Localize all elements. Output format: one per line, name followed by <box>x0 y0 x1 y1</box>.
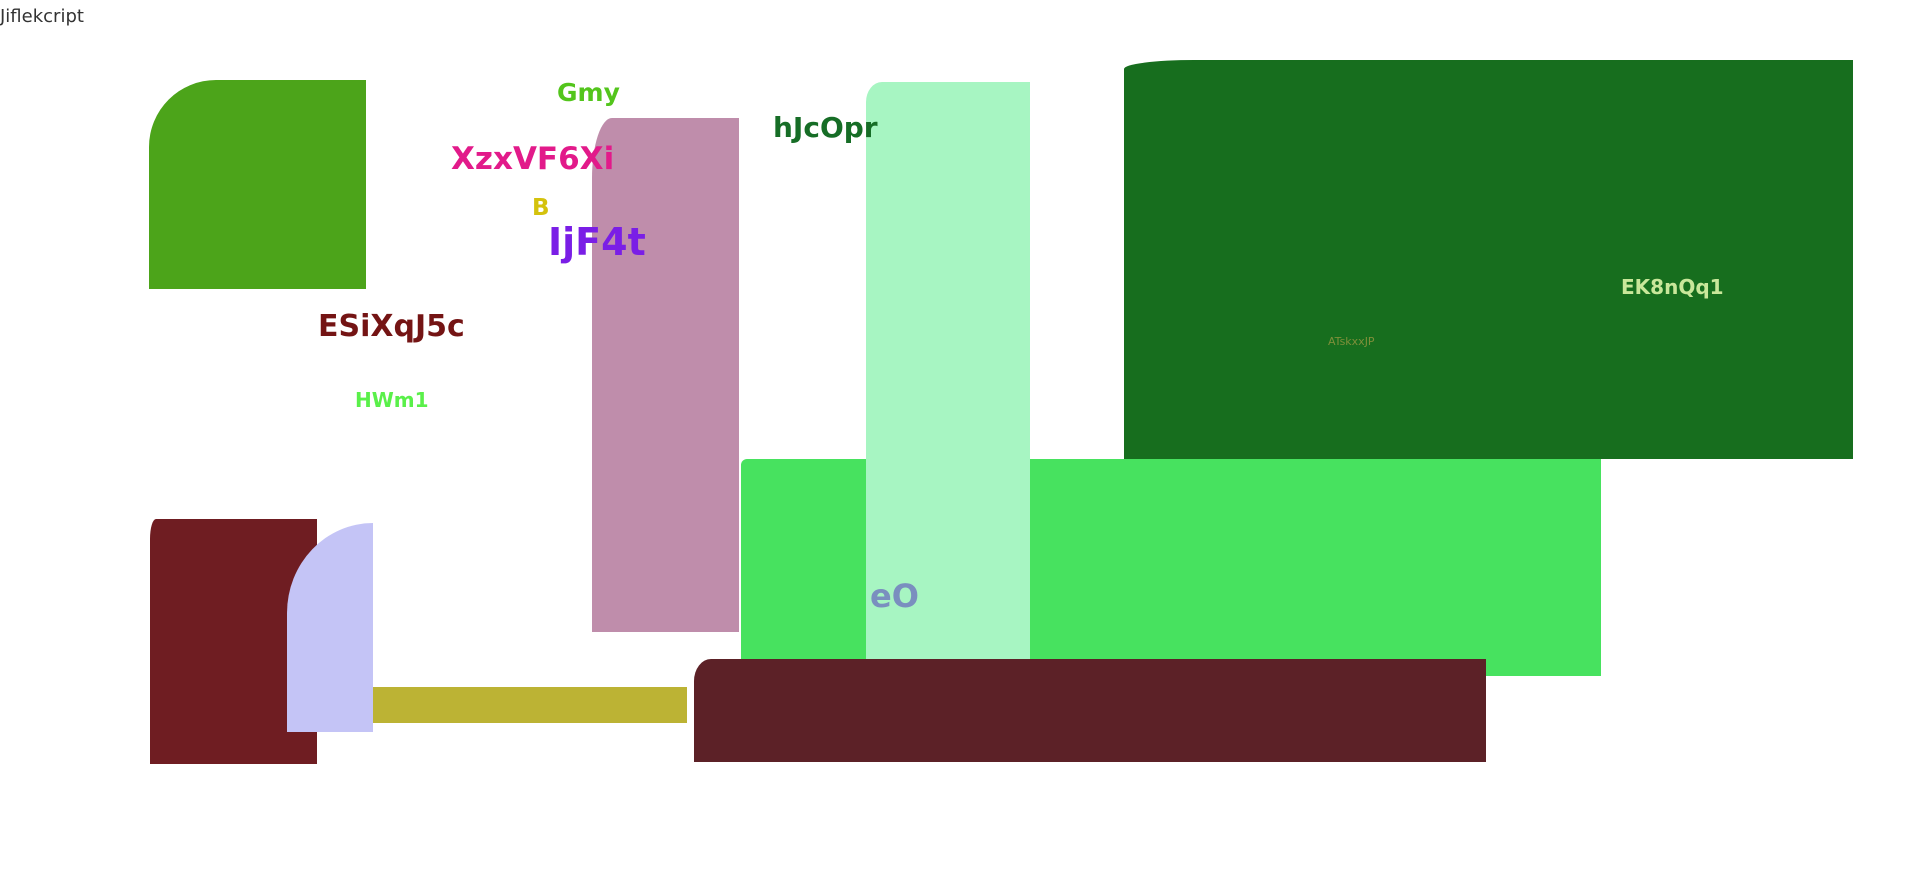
green-rounded-tile <box>149 80 366 289</box>
label-esi: ESiXqJ5c <box>318 309 465 344</box>
label-hwm: HWm1 <box>355 388 429 412</box>
label-gmy: Gmy <box>557 78 620 107</box>
label-xzx: XzxVF6Xi <box>451 141 615 177</box>
dark-maroon-panel <box>694 659 1486 762</box>
label-hjc: hJcOpr <box>773 111 878 144</box>
mint-tall-tile <box>866 82 1030 676</box>
dark-green-panel <box>1124 60 1853 459</box>
label-b: B <box>532 195 550 221</box>
mauve-tall-tile <box>592 118 739 632</box>
label-ek8: EK8nQq1 <box>1621 275 1724 299</box>
label-atsk: ATskxxJP <box>1328 335 1375 348</box>
olive-bar <box>373 687 687 723</box>
corner-text: Jiflekcript <box>0 6 84 27</box>
label-ijf: IjF4t <box>548 220 646 264</box>
label-eo: eO <box>870 577 919 615</box>
